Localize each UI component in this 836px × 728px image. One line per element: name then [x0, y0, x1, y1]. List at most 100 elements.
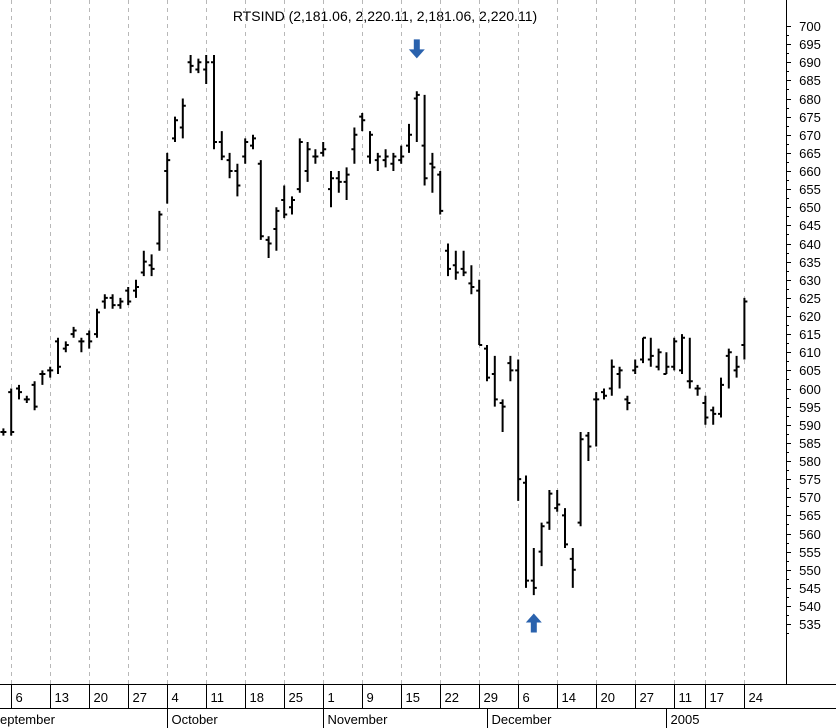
y-tick-label: 635 — [799, 255, 821, 270]
ohlc-bar — [702, 395, 709, 425]
x-tick-label: 29 — [484, 690, 498, 705]
x-tick-label: 4 — [172, 690, 179, 705]
ohlc-bar — [398, 145, 405, 164]
ohlc-bar — [710, 406, 717, 425]
ohlc-bar — [725, 348, 732, 389]
ohlc-bar — [304, 142, 311, 182]
x-tick-label: 11 — [211, 690, 225, 705]
ohlc-bar — [585, 432, 592, 461]
ohlc-bar — [632, 359, 639, 374]
ohlc-bar — [445, 243, 451, 277]
y-tick-label: 700 — [799, 19, 821, 34]
ohlc-bar — [335, 171, 342, 193]
ohlc-bar — [273, 207, 280, 251]
y-tick-label: 570 — [799, 490, 821, 505]
ohlc-bar — [663, 352, 670, 375]
ohlc-bar — [538, 522, 545, 567]
x-tick-label: 15 — [406, 690, 420, 705]
ohlc-bar — [718, 377, 724, 418]
ohlc-bar — [390, 152, 397, 171]
y-tick-label: 545 — [799, 581, 821, 596]
ohlc-bar — [515, 359, 522, 501]
y-tick-label: 680 — [799, 92, 821, 107]
y-tick-label: 535 — [799, 617, 821, 632]
ohlc-bar — [203, 55, 210, 84]
ohlc-bar — [78, 337, 85, 353]
x-tick-label: 20 — [601, 690, 615, 705]
y-tick-label: 605 — [799, 363, 821, 378]
y-tick-label: 655 — [799, 182, 821, 197]
ohlc-bar — [554, 490, 561, 512]
ohlc-bar — [382, 149, 389, 168]
ohlc-bar — [476, 279, 483, 346]
y-tick-label: 580 — [799, 454, 821, 469]
grid — [11, 0, 745, 684]
y-tick-label: 675 — [799, 110, 821, 125]
ohlc-bar — [94, 308, 100, 338]
x-tick-label: 11 — [679, 690, 693, 705]
ohlc-bar — [62, 341, 69, 353]
ohlc-bar — [671, 337, 678, 371]
ohlc-bar — [562, 508, 568, 548]
x-tick-label: 13 — [55, 690, 69, 705]
ohlc-bar — [601, 388, 607, 400]
y-tick-label: 660 — [799, 164, 821, 179]
ohlc-bar — [70, 326, 77, 338]
ohlc-bar — [257, 160, 264, 240]
y-tick-label: 565 — [799, 508, 821, 523]
y-tick-label: 685 — [799, 73, 821, 88]
month-label: eptember — [0, 712, 56, 727]
ohlc-bar — [312, 149, 319, 164]
markers — [408, 39, 542, 633]
ohlc-bar — [616, 366, 623, 389]
y-tick-label: 670 — [799, 128, 821, 143]
ohlc-bar — [374, 152, 381, 171]
ohlc-bar — [491, 355, 498, 407]
ohlc-bar — [546, 490, 553, 530]
ohlc-bar — [296, 138, 303, 193]
ohlc-bar — [429, 152, 436, 193]
price-bars — [0, 55, 748, 596]
ohlc-bar — [593, 392, 600, 447]
ohlc-bar — [23, 395, 30, 403]
ohlc-bar — [452, 250, 459, 280]
ohlc-bar — [250, 134, 256, 150]
up-arrow-icon — [525, 613, 542, 633]
ohlc-bar — [281, 185, 288, 219]
x-tick-label: 27 — [133, 690, 147, 705]
ohlc-bar — [608, 359, 615, 396]
chart-title: RTSIND (2,181.06, 2,220.11, 2,181.06, 2,… — [233, 8, 537, 24]
x-axis: 6 13 20 27 4 11 18 25 1 9 15 22 29 6 14 20 27 11 17 24 eptem… — [0, 684, 836, 728]
y-tick-label: 695 — [799, 37, 821, 52]
ohlc-bar — [741, 297, 748, 360]
ohlc-bar — [289, 196, 295, 215]
ohlc-bar — [523, 475, 529, 588]
x-tick-label: 6 — [523, 690, 530, 705]
x-tick-label: 6 — [16, 690, 23, 705]
ohlc-bar — [211, 55, 217, 150]
y-tick-label: 600 — [799, 382, 821, 397]
ohlc-bar — [507, 355, 514, 382]
ohlc-bar — [460, 250, 467, 277]
ohlc-bar — [234, 163, 241, 197]
ohlc-bar — [8, 388, 15, 436]
y-tick-label: 665 — [799, 146, 821, 161]
ohlc-bar — [86, 330, 93, 349]
ohlc-bar — [265, 236, 272, 258]
x-tick-label: 18 — [250, 690, 264, 705]
y-tick-label: 620 — [799, 309, 821, 324]
ohlc-bar — [242, 138, 249, 164]
ohlc-bar — [468, 265, 475, 295]
x-tick-label: 20 — [94, 690, 108, 705]
ohlc-bar — [640, 336, 646, 364]
ohlc-bar — [55, 337, 61, 374]
ohlc-bar — [0, 428, 7, 436]
y-tick-label: 645 — [799, 218, 821, 233]
y-tick-label: 625 — [799, 291, 821, 306]
ohlc-bar — [47, 366, 54, 378]
y-tick-label: 590 — [799, 418, 821, 433]
down-arrow-icon — [408, 39, 425, 59]
y-tick-label: 615 — [799, 327, 821, 342]
ohlc-bar — [577, 432, 584, 527]
